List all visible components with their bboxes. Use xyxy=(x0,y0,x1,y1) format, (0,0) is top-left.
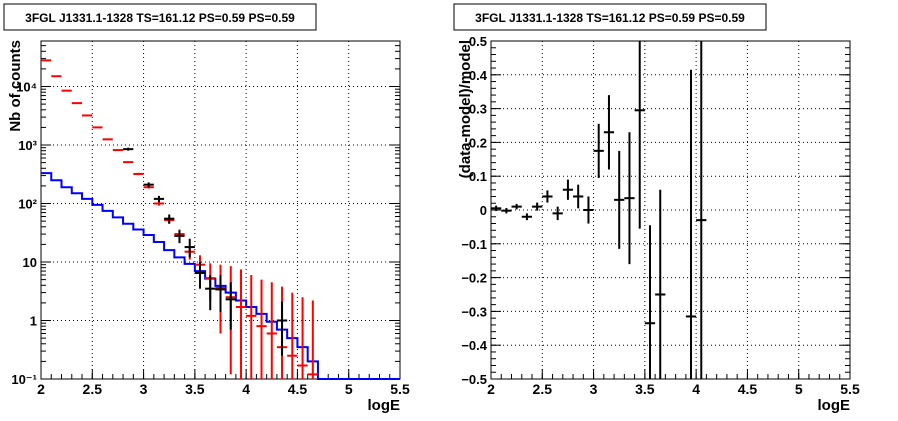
counts-x-tick-label: 3 xyxy=(140,381,148,397)
residual-point xyxy=(614,150,625,249)
counts-title-frame xyxy=(3,3,317,31)
residuals-x-tick-label: 3 xyxy=(590,381,598,397)
residual-point xyxy=(583,196,594,224)
model-count-point xyxy=(256,279,267,379)
counts-x-tick-label: 4.5 xyxy=(288,381,308,397)
residuals-x-tick-label: 5.5 xyxy=(840,381,860,397)
residual-point xyxy=(634,41,645,229)
residual-point xyxy=(542,190,553,203)
data-count-point xyxy=(194,262,206,289)
counts-ticks: 2 2.5 3 3.5 4 4.5 5 5.5 10⁻¹ 1 10 10² 10³ 10⁴ xyxy=(11,40,410,397)
counts-y-axis-label: Nb of counts xyxy=(7,40,24,132)
model-count-point xyxy=(102,138,113,141)
counts-y-tick-label: 10 xyxy=(23,255,37,270)
residuals-x-tick-label: 4.5 xyxy=(738,381,758,397)
residual-point xyxy=(593,123,604,178)
data-count-point xyxy=(143,182,154,188)
model-count-point xyxy=(71,102,83,105)
counts-y-tick-label: 1 xyxy=(30,314,37,329)
residual-point xyxy=(644,225,656,379)
counts-y-tick-label: 10⁻¹ xyxy=(11,372,37,387)
model-count-point xyxy=(297,297,308,379)
data-count-point xyxy=(123,147,134,151)
counts-x-tick-label: 2 xyxy=(37,381,45,397)
data-count-point xyxy=(174,230,185,244)
data-count-point xyxy=(276,301,288,356)
residuals-y-tick-label: 0.4 xyxy=(469,68,488,83)
data-count-point xyxy=(164,214,175,224)
residuals-x-tick-label: 2.5 xyxy=(533,381,553,397)
residual-point xyxy=(696,41,707,379)
residuals-y-tick-label: −0.5 xyxy=(461,372,487,387)
residual-point xyxy=(491,205,502,212)
model-count-point xyxy=(61,89,72,92)
model-count-point xyxy=(92,126,103,129)
counts-y-tick-label: 10³ xyxy=(18,138,37,153)
residual-point xyxy=(501,207,512,214)
residual-point xyxy=(532,202,543,211)
residuals-ticks: 2 2.5 3 3.5 4 4.5 5 5.5 −0.5 −0.4 −0.3 −0.2 −0.1 0 0.1… xyxy=(461,34,860,397)
model-count-point xyxy=(123,161,134,164)
residuals-y-tick-label: −0.2 xyxy=(461,271,487,286)
data-count-point xyxy=(215,274,226,312)
residuals-x-tick-label: 4 xyxy=(692,381,700,397)
residuals-y-tick-label: −0.3 xyxy=(461,304,487,319)
residuals-y-tick-label: −0.4 xyxy=(461,338,487,353)
residuals-title-box: 3FGL J1331.1-1328 TS=161.12 PS=0.59 PS=0… xyxy=(453,3,767,31)
residuals-y-tick-label: 0 xyxy=(480,203,487,218)
residual-point xyxy=(562,179,574,200)
counts-data xyxy=(41,59,400,380)
model-count-point xyxy=(82,114,93,117)
residuals-y-tick-label: 0.5 xyxy=(469,34,487,49)
model-count-point xyxy=(287,292,298,379)
data-count-point xyxy=(205,274,216,311)
residuals-y-tick-label: 0.3 xyxy=(469,102,487,117)
residuals-data xyxy=(491,41,707,379)
counts-x-tick-label: 4 xyxy=(242,381,250,397)
counts-x-tick-label: 5.5 xyxy=(390,381,410,397)
model-count-point xyxy=(235,269,247,379)
model-histogram-line xyxy=(41,172,400,380)
model-count-point xyxy=(133,172,144,176)
residuals-x-axis-label: logE xyxy=(818,397,851,414)
residuals-x-tick-label: 2 xyxy=(487,381,495,397)
model-count-point xyxy=(246,274,257,379)
counts-panel: 2 2.5 3 3.5 4 4.5 5 5.5 10⁻¹ 1 10 10² 10³ 10⁴ 3FGL J1… xyxy=(3,3,410,414)
counts-x-tick-label: 5 xyxy=(345,381,353,397)
residuals-x-tick-label: 5 xyxy=(795,381,803,397)
model-count-point xyxy=(51,75,62,78)
residuals-panel: 2 2.5 3 3.5 4 4.5 5 5.5 −0.5 −0.4 −0.3 −0.2 −0.1 0 0.1… xyxy=(453,3,860,414)
residual-point xyxy=(603,95,615,170)
residuals-title: 3FGL J1331.1-1328 TS=161.12 PS=0.59 PS=0… xyxy=(475,11,745,25)
residuals-y-axis-label: (data-model)/model xyxy=(457,40,474,178)
residual-point xyxy=(573,184,584,209)
residuals-y-tick-label: 0.1 xyxy=(469,169,487,184)
data-count-point xyxy=(153,195,165,203)
residuals-title-frame xyxy=(453,3,767,31)
residuals-y-tick-label: 0.2 xyxy=(469,135,487,150)
counts-grid xyxy=(41,41,400,379)
model-count-point xyxy=(112,149,124,152)
residual-point xyxy=(655,189,666,379)
data-count-point xyxy=(184,238,195,258)
residual-point xyxy=(552,206,563,221)
residual-point xyxy=(624,132,635,265)
residual-point xyxy=(521,213,533,221)
residuals-plot-frame xyxy=(490,40,851,380)
counts-title-box: 3FGL J1331.1-1328 TS=161.12 PS=0.59 PS=0… xyxy=(3,3,317,31)
counts-y-tick-label: 10² xyxy=(18,197,37,212)
data-count-point xyxy=(225,282,236,330)
counts-y-tick-label: 10⁴ xyxy=(16,80,37,95)
residual-point xyxy=(511,203,522,210)
model-count-point xyxy=(266,282,277,379)
residuals-y-tick-label: −0.1 xyxy=(461,237,487,252)
residuals-x-tick-label: 3.5 xyxy=(635,381,655,397)
counts-x-axis-label: logE xyxy=(368,397,401,414)
counts-title: 3FGL J1331.1-1328 TS=161.12 PS=0.59 PS=0… xyxy=(25,11,295,25)
residual-point xyxy=(685,69,697,379)
model-count-point xyxy=(307,300,318,379)
counts-x-tick-label: 2.5 xyxy=(83,381,103,397)
counts-x-tick-label: 3.5 xyxy=(185,381,205,397)
